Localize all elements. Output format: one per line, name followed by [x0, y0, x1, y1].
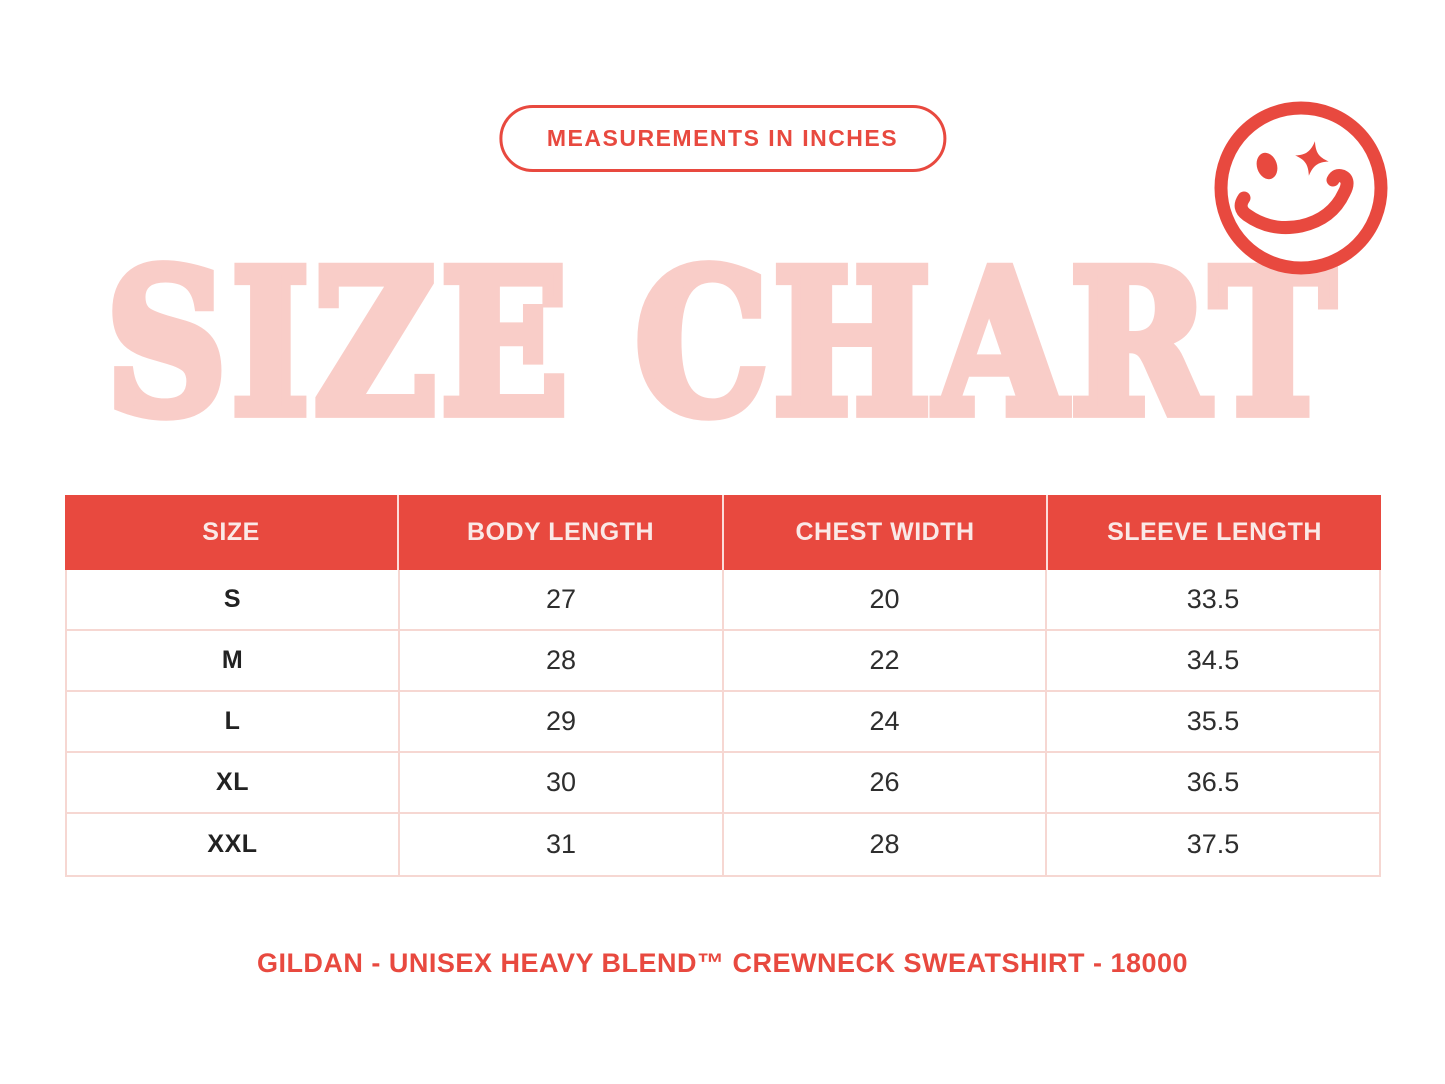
body-length-cell: 27 — [400, 570, 724, 629]
size-table: SIZE BODY LENGTH CHEST WIDTH SLEEVE LENG… — [65, 495, 1381, 877]
sleeve-length-cell: 34.5 — [1186, 645, 1240, 675]
column-header-size: SIZE — [65, 495, 399, 570]
sleeve-length-cell: 37.5 — [1186, 829, 1240, 859]
product-caption-label: GILDAN - UNISEX HEAVY BLEND™ CREWNECK SW… — [256, 948, 1189, 978]
sleeve-length-cell: 36.5 — [1186, 767, 1240, 797]
measurements-badge: MEASUREMENTS IN INCHES — [498, 105, 947, 172]
size-cell: S — [67, 570, 400, 629]
size-cell: L — [67, 692, 400, 751]
page-title-wrap: SIZE CHART — [0, 228, 1445, 458]
table-row-l: L 29 24 35.5 — [67, 692, 1379, 753]
page-title: SIZE CHART — [101, 226, 1340, 460]
sleeve-length-cell: 35.5 — [1186, 706, 1240, 736]
table-row-m: M 28 22 34.5 — [67, 631, 1379, 692]
measurements-badge-label: MEASUREMENTS IN INCHES — [546, 125, 899, 151]
table-row-xxl: XXL 31 28 37.5 — [67, 814, 1379, 875]
body-length-cell: 29 — [400, 692, 724, 751]
size-cell: XL — [67, 753, 400, 812]
chest-width-cell: 24 — [724, 692, 1047, 751]
chest-width-cell: 22 — [724, 631, 1047, 690]
winking-smiley-icon — [1213, 100, 1389, 276]
size-cell: XXL — [67, 814, 400, 875]
table-row-xl: XL 30 26 36.5 — [67, 753, 1379, 814]
chest-width-cell: 28 — [724, 814, 1047, 875]
column-header-chest-width: CHEST WIDTH — [724, 495, 1048, 570]
table-row-s: S 27 20 33.5 — [67, 570, 1379, 631]
sleeve-length-cell: 33.5 — [1186, 584, 1240, 614]
size-cell: M — [67, 631, 400, 690]
winking-smiley-svg — [1214, 101, 1388, 275]
body-length-cell: 31 — [400, 814, 724, 875]
chest-width-cell: 26 — [724, 753, 1047, 812]
size-table-header-row: SIZE BODY LENGTH CHEST WIDTH SLEEVE LENG… — [65, 495, 1381, 570]
product-caption: GILDAN - UNISEX HEAVY BLEND™ CREWNECK SW… — [0, 948, 1445, 979]
column-header-body-length: BODY LENGTH — [399, 495, 724, 570]
body-length-cell: 28 — [400, 631, 724, 690]
column-header-sleeve-length: SLEEVE LENGTH — [1107, 518, 1322, 546]
chest-width-cell: 20 — [724, 570, 1047, 629]
body-length-cell: 30 — [400, 753, 724, 812]
size-table-body: S 27 20 33.5 M 28 22 34.5 L 29 24 35.5 X… — [65, 570, 1381, 877]
